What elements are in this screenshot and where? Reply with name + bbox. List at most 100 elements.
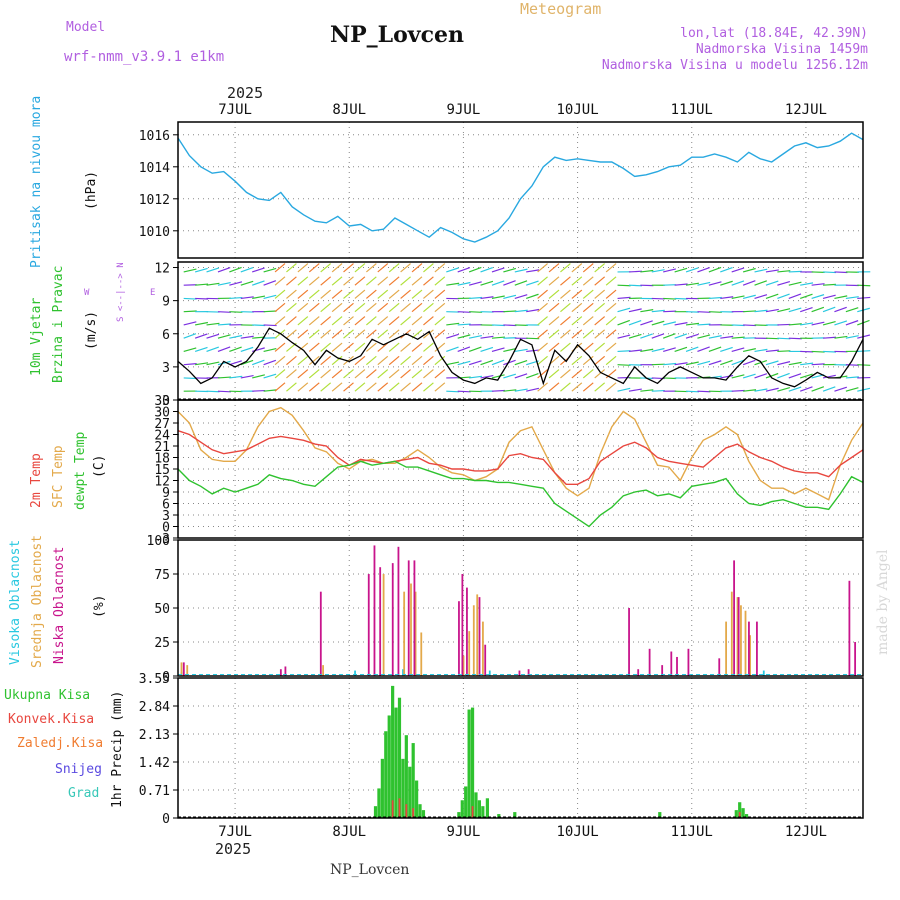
day-label-top: 10JUL	[557, 102, 599, 118]
wind-arrow	[377, 276, 389, 286]
wind-arrow	[640, 269, 654, 273]
y-tick-label: 24	[154, 429, 170, 444]
wind-arrow	[754, 348, 768, 353]
wind-arrow	[331, 302, 343, 313]
wind-arrow	[263, 294, 277, 300]
wind-arrow	[754, 294, 768, 300]
wind-arrow	[274, 382, 286, 392]
wind-arrow	[377, 382, 389, 392]
wind-arrow	[537, 369, 548, 379]
wind-arrow	[628, 333, 642, 339]
wind-arrow	[560, 302, 571, 313]
wind-arrow	[423, 369, 434, 379]
wind-arrow	[217, 311, 231, 313]
wind-arrow	[331, 263, 343, 273]
wind-arrow	[343, 329, 354, 339]
wind-arrow	[354, 316, 366, 326]
wind-arrow	[354, 302, 366, 313]
wind-arrow	[286, 369, 297, 379]
mid-cloud-bar	[472, 605, 475, 676]
wind-arrow	[582, 369, 594, 379]
mid-cloud-bar	[749, 635, 751, 676]
temp2m-line	[177, 430, 864, 485]
wind-arrow	[388, 382, 400, 392]
wind-arrow	[811, 350, 825, 353]
wind-arrow	[183, 347, 197, 353]
day-label-bottom: 8JUL	[332, 824, 366, 840]
wind-arrow	[537, 276, 548, 286]
wind-arrow	[491, 389, 505, 392]
low-cloud-bar	[284, 666, 287, 676]
wind-arrow	[274, 355, 286, 366]
wind-arrow	[229, 296, 243, 300]
wind-arrow	[229, 375, 243, 379]
sfc-temp-line	[177, 406, 864, 501]
wind-arrow	[388, 355, 400, 366]
wind-arrow	[320, 355, 332, 366]
wind-arrow	[457, 390, 471, 393]
day-label-top: 9JUL	[447, 102, 481, 118]
wind-arrow	[434, 263, 446, 273]
total-rain-bar	[373, 806, 378, 818]
low-cloud-bar	[397, 546, 400, 676]
wind-arrow	[491, 374, 505, 379]
wind-arrow	[286, 329, 297, 339]
wind-arrow	[731, 324, 745, 327]
wind-arrow	[777, 350, 791, 353]
wind-arrow	[491, 347, 505, 353]
wind-arrow	[411, 289, 423, 299]
wind-arrow	[594, 276, 606, 286]
day-label-bottom: 9JUL	[447, 824, 481, 840]
wind-arrow	[548, 316, 560, 326]
wind-arrow	[343, 289, 354, 299]
wind-compass-east: E	[150, 288, 156, 298]
wind-arrow	[183, 268, 197, 273]
wind-arrow	[834, 320, 848, 326]
wind-arrow	[640, 333, 653, 339]
wind-arrow	[765, 308, 779, 313]
wind-arrow	[206, 322, 220, 326]
wind-arrow	[217, 360, 231, 366]
wind-arrow	[308, 355, 320, 366]
wind-arrow	[434, 329, 446, 339]
wind-arrow	[206, 267, 220, 273]
wind-arrow	[503, 267, 517, 273]
wind-arrow	[217, 346, 231, 352]
wind-arrow	[674, 297, 688, 300]
wind-arrow	[628, 349, 642, 353]
legend-conv-rain: Konvek.Kisa	[8, 712, 95, 727]
wind-arrow	[195, 362, 209, 366]
wind-arrow	[183, 321, 197, 326]
wind-arrow	[331, 369, 343, 379]
wind-arrow	[605, 382, 617, 392]
mid-cloud-bar	[740, 605, 742, 676]
wind-arrow	[183, 310, 197, 313]
low-cloud-bar	[413, 560, 416, 676]
meteogram-label: Meteogram	[520, 0, 602, 18]
total-rain-bar	[481, 806, 485, 818]
wind-arrow	[354, 329, 366, 339]
day-label-bottom: 11JUL	[671, 824, 713, 840]
wind-arrow	[446, 333, 459, 339]
day-label-top: 8JUL	[332, 102, 366, 118]
wind-arrow	[469, 375, 483, 379]
wind-arrow	[571, 316, 583, 326]
wind-arrow	[388, 342, 400, 352]
wind-arrow	[434, 302, 446, 313]
total-rain-bar	[397, 697, 402, 818]
day-label-bottom: 10JUL	[557, 824, 599, 840]
wind-arrow	[537, 329, 548, 339]
wind-arrow	[491, 267, 505, 273]
total-rain-bar	[485, 798, 489, 818]
wind-arrow	[754, 268, 768, 273]
wind-compass-west: W	[84, 288, 90, 298]
low-cloud-bar	[848, 580, 851, 676]
wind-arrow	[537, 382, 548, 392]
wind-arrow	[365, 289, 377, 299]
wind-arrow	[788, 386, 802, 392]
wind-arrow	[720, 280, 733, 286]
wind-arrow	[537, 355, 548, 366]
wind-arrow	[823, 283, 837, 286]
low-cloud-bar	[628, 608, 630, 676]
wind-arrow	[297, 276, 309, 286]
